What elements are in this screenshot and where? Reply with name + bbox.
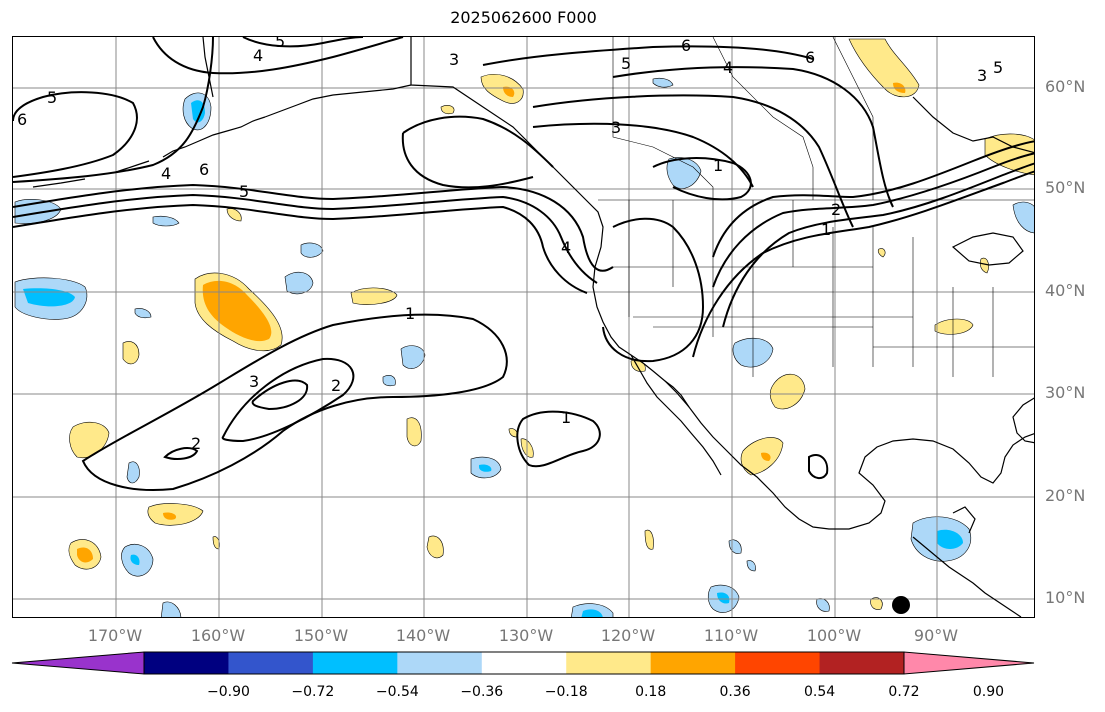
colorbar-segment [819, 652, 905, 674]
coastlines [32, 37, 1034, 617]
contour-label: 5 [239, 182, 249, 201]
contour-label: 4 [561, 238, 571, 257]
contour-label: 1 [821, 220, 831, 239]
colorbar-extend-max [903, 651, 1035, 675]
colorbar [11, 651, 1035, 675]
colorbar-segment [481, 652, 567, 674]
lon-label-110w: 110°W [703, 626, 759, 645]
state-borders [598, 37, 1034, 377]
contour-label: 1 [713, 156, 723, 175]
colorbar-extend-min [11, 651, 145, 675]
colorbar-tick-label: 0.90 [972, 684, 1005, 700]
lon-label-100w: 100°W [806, 626, 862, 645]
contour-label: 1 [561, 408, 571, 427]
lat-label-40n: 40°N [1045, 281, 1086, 300]
contour-label: 5 [993, 58, 1003, 77]
contour-label: 2 [191, 434, 201, 453]
lon-label-90w: 90°W [913, 626, 959, 645]
colorbar-segment [228, 652, 314, 674]
colorbar-tick-label: −0.90 [206, 684, 250, 700]
lat-label-10n: 10°N [1045, 588, 1086, 607]
colorbar-tick-label: 0.36 [719, 684, 751, 700]
contour-label: 3 [449, 50, 459, 69]
lat-label-50n: 50°N [1045, 178, 1086, 197]
map-canvas: 4 5 5 6 3 5 6 4 6 3 5 4 6 5 3 1 2 1 4 1 … [13, 37, 1034, 617]
contour-label: 3 [611, 118, 621, 137]
lon-label-120w: 120°W [600, 626, 656, 645]
contour-labels: 4 5 5 6 3 5 6 4 6 3 5 4 6 5 3 1 2 1 4 1 … [17, 37, 1003, 453]
lon-label-160w: 160°W [190, 626, 246, 645]
lon-label-130w: 130°W [498, 626, 554, 645]
contour-label: 4 [161, 164, 171, 183]
lat-label-20n: 20°N [1045, 486, 1086, 505]
contour-label: 2 [331, 376, 341, 395]
lon-label-170w: 170°W [87, 626, 143, 645]
anomaly-fills [14, 38, 1034, 617]
colorbar-tick-label: −0.18 [544, 684, 588, 700]
colorbar-tick-label: 0.18 [635, 684, 667, 700]
contour-label: 4 [723, 58, 733, 77]
contour-label: 5 [621, 54, 631, 73]
colorbar-segment [144, 652, 229, 674]
contour-label: 2 [831, 200, 841, 219]
colorbar-segment [735, 652, 821, 674]
colorbar-segment [312, 652, 398, 674]
contour-label: 3 [977, 66, 987, 85]
lat-label-60n: 60°N [1045, 77, 1086, 96]
contour-label: 5 [275, 37, 285, 51]
contours [13, 37, 1034, 491]
colorbar-tick-label: −0.54 [375, 684, 419, 700]
lon-label-140w: 140°W [395, 626, 451, 645]
colorbar-tick-label: 0.54 [803, 684, 836, 700]
contour-label: 6 [681, 37, 691, 55]
contour-label: 1 [405, 304, 415, 323]
colorbar-segments [11, 651, 1035, 675]
colorbar-segment [650, 652, 736, 674]
contour-label: 4 [253, 46, 263, 65]
lon-label-150w: 150°W [293, 626, 349, 645]
map-frame: 4 5 5 6 3 5 6 4 6 3 5 4 6 5 3 1 2 1 4 1 … [12, 36, 1035, 618]
colorbar-tick-label: −0.72 [291, 684, 335, 700]
graticule [13, 37, 1034, 617]
contour-label: 5 [47, 88, 57, 107]
colorbar-tick-label: −0.36 [460, 684, 504, 700]
colorbar-segment [566, 652, 652, 674]
lat-label-30n: 30°N [1045, 383, 1086, 402]
contour-label: 6 [199, 160, 209, 179]
map-title: 2025062600 F000 [450, 8, 597, 27]
contour-label: 6 [17, 110, 27, 129]
colorbar-tick-label: 0.72 [888, 684, 920, 700]
colorbar-segment [397, 652, 483, 674]
contour-label: 6 [805, 48, 815, 67]
contour-label: 3 [249, 372, 259, 391]
location-marker [892, 596, 910, 614]
